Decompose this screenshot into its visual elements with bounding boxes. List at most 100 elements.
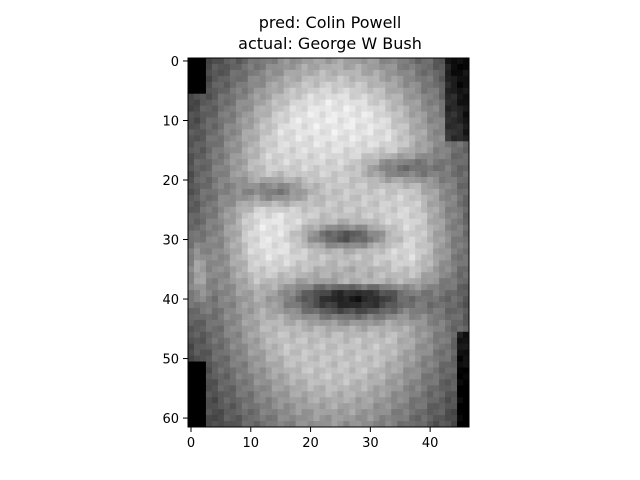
image-pixel — [415, 135, 422, 142]
image-pixel — [361, 147, 368, 154]
image-pixel — [277, 206, 285, 214]
image-pixel — [433, 171, 440, 178]
image-pixel — [343, 147, 350, 154]
image-pixel — [343, 242, 350, 249]
image-pixel — [373, 421, 380, 428]
image-pixel — [457, 171, 464, 178]
image-pixel — [331, 165, 338, 172]
image-pixel — [445, 188, 452, 196]
image-pixel — [193, 129, 201, 136]
image-pixel — [403, 123, 410, 130]
image-pixel — [445, 242, 452, 249]
image-pixel — [217, 415, 225, 422]
image-pixel — [307, 415, 314, 422]
image-pixel — [301, 99, 308, 107]
image-pixel — [349, 248, 356, 255]
image-pixel — [391, 212, 398, 220]
image-pixel — [445, 236, 452, 243]
image-pixel — [301, 379, 308, 386]
image-pixel — [391, 313, 398, 321]
image-pixel — [463, 165, 470, 172]
image-pixel — [313, 135, 320, 142]
image-pixel — [193, 224, 201, 231]
image-pixel — [313, 99, 320, 107]
image-pixel — [223, 421, 231, 428]
image-pixel — [463, 153, 470, 160]
image-pixel — [403, 117, 410, 124]
image-pixel — [373, 379, 380, 386]
image-pixel — [283, 63, 291, 71]
image-pixel — [379, 75, 386, 83]
image-pixel — [301, 182, 308, 190]
image-pixel — [188, 290, 195, 297]
image-pixel — [397, 165, 404, 172]
image-pixel — [307, 248, 314, 255]
image-pixel — [433, 93, 440, 101]
image-pixel — [391, 153, 398, 160]
image-pixel — [241, 212, 249, 220]
image-pixel — [223, 397, 231, 404]
image-pixel — [217, 135, 225, 142]
image-pixel — [391, 141, 398, 148]
image-pixel — [445, 278, 452, 285]
image-pixel — [391, 188, 398, 196]
image-pixel — [295, 355, 302, 362]
image-pixel — [229, 117, 237, 124]
image-pixel — [211, 111, 219, 118]
image-pixel — [433, 105, 440, 112]
image-pixel — [301, 284, 308, 291]
image-pixel — [337, 284, 344, 291]
image-pixel — [253, 337, 261, 345]
image-pixel — [415, 367, 422, 374]
image-pixel — [451, 248, 458, 255]
image-pixel — [241, 415, 249, 422]
image-pixel — [319, 153, 326, 160]
image-pixel — [463, 117, 470, 124]
image-pixel — [241, 75, 249, 83]
image-pixel — [385, 385, 392, 392]
image-pixel — [379, 200, 386, 208]
image-pixel — [403, 307, 410, 315]
image-pixel — [361, 111, 368, 118]
image-pixel — [241, 260, 249, 267]
image-pixel — [205, 99, 213, 107]
image-pixel — [397, 409, 404, 416]
image-pixel — [367, 93, 374, 101]
image-pixel — [355, 218, 362, 226]
image-pixel — [241, 165, 249, 172]
image-pixel — [193, 200, 201, 208]
image-pixel — [415, 319, 422, 327]
image-pixel — [253, 373, 261, 380]
image-pixel — [271, 403, 279, 410]
image-pixel — [367, 135, 374, 142]
image-pixel — [241, 302, 249, 309]
image-pixel — [229, 194, 237, 202]
image-pixel — [199, 307, 207, 315]
image-pixel — [361, 272, 368, 279]
image-pixel — [355, 403, 362, 410]
chart-title-line2: actual: George W Bush — [238, 34, 422, 53]
image-pixel — [253, 361, 261, 368]
image-pixel — [313, 272, 320, 279]
image-pixel — [439, 224, 446, 231]
image-pixel — [217, 337, 225, 345]
image-pixel — [229, 141, 237, 148]
image-pixel — [403, 165, 410, 172]
image-pixel — [265, 391, 273, 398]
image-pixel — [193, 284, 201, 291]
image-pixel — [307, 278, 314, 285]
image-pixel — [433, 141, 440, 148]
image-pixel — [265, 260, 273, 267]
image-pixel — [271, 397, 279, 404]
image-pixel — [223, 307, 231, 315]
image-pixel — [439, 278, 446, 285]
image-pixel — [217, 129, 225, 136]
image-pixel — [337, 105, 344, 112]
image-pixel — [337, 361, 344, 368]
image-pixel — [415, 224, 422, 231]
image-pixel — [415, 218, 422, 226]
image-pixel — [403, 296, 410, 303]
image-pixel — [349, 230, 356, 237]
image-pixel — [457, 248, 464, 255]
image-pixel — [247, 93, 255, 101]
